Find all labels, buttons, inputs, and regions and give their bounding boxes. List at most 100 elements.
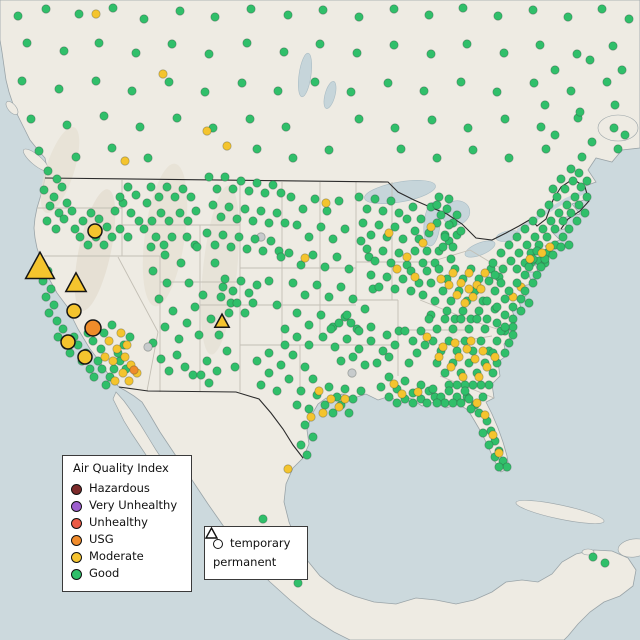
station-marker[interactable] bbox=[300, 420, 310, 430]
station-marker[interactable] bbox=[354, 114, 364, 124]
station-marker[interactable] bbox=[529, 78, 539, 88]
station-marker[interactable] bbox=[354, 344, 364, 354]
station-marker[interactable] bbox=[410, 226, 420, 236]
temporary-station-marker[interactable] bbox=[84, 319, 102, 337]
station-marker[interactable] bbox=[107, 320, 117, 330]
station-marker[interactable] bbox=[334, 196, 344, 206]
station-marker[interactable] bbox=[62, 198, 72, 208]
permanent-station-marker[interactable] bbox=[24, 250, 56, 280]
station-marker[interactable] bbox=[156, 208, 166, 218]
station-marker[interactable] bbox=[17, 76, 27, 86]
station-marker[interactable] bbox=[390, 222, 400, 232]
station-marker[interactable] bbox=[492, 87, 502, 97]
station-marker[interactable] bbox=[175, 208, 185, 218]
station-marker[interactable] bbox=[348, 352, 358, 362]
station-marker[interactable] bbox=[237, 78, 247, 88]
station-marker[interactable] bbox=[386, 258, 396, 268]
station-marker[interactable] bbox=[164, 366, 174, 376]
station-marker[interactable] bbox=[190, 302, 200, 312]
station-marker[interactable] bbox=[424, 10, 434, 20]
station-marker[interactable] bbox=[492, 318, 502, 328]
station-marker[interactable] bbox=[550, 130, 560, 140]
station-marker[interactable] bbox=[107, 143, 117, 153]
station-marker[interactable] bbox=[542, 232, 552, 242]
station-marker[interactable] bbox=[376, 382, 386, 392]
station-marker[interactable] bbox=[462, 344, 472, 354]
station-marker[interactable] bbox=[536, 262, 546, 272]
station-marker[interactable] bbox=[456, 77, 466, 87]
station-marker[interactable] bbox=[384, 228, 394, 238]
station-marker[interactable] bbox=[99, 240, 109, 250]
station-marker[interactable] bbox=[293, 578, 303, 588]
station-marker[interactable] bbox=[482, 314, 492, 324]
station-marker[interactable] bbox=[120, 156, 130, 166]
station-marker[interactable] bbox=[354, 12, 364, 22]
station-marker[interactable] bbox=[336, 356, 346, 366]
station-marker[interactable] bbox=[624, 14, 634, 24]
station-marker[interactable] bbox=[582, 192, 592, 202]
station-marker[interactable] bbox=[182, 232, 192, 242]
station-marker[interactable] bbox=[210, 240, 220, 250]
station-marker[interactable] bbox=[468, 145, 478, 155]
station-marker[interactable] bbox=[408, 398, 418, 408]
station-marker[interactable] bbox=[272, 300, 282, 310]
station-marker[interactable] bbox=[298, 204, 308, 214]
station-marker[interactable] bbox=[370, 194, 380, 204]
station-marker[interactable] bbox=[506, 256, 516, 266]
station-marker[interactable] bbox=[462, 39, 472, 49]
station-marker[interactable] bbox=[476, 284, 486, 294]
station-marker[interactable] bbox=[304, 404, 314, 414]
station-marker[interactable] bbox=[528, 278, 538, 288]
station-marker[interactable] bbox=[346, 87, 356, 97]
station-marker[interactable] bbox=[508, 314, 518, 324]
station-marker[interactable] bbox=[432, 153, 442, 163]
station-marker[interactable] bbox=[162, 278, 172, 288]
station-marker[interactable] bbox=[366, 322, 376, 332]
station-marker[interactable] bbox=[320, 400, 330, 410]
station-marker[interactable] bbox=[528, 5, 538, 15]
station-marker[interactable] bbox=[434, 192, 444, 202]
station-marker[interactable] bbox=[256, 380, 266, 390]
station-marker[interactable] bbox=[324, 292, 334, 302]
station-marker[interactable] bbox=[160, 250, 170, 260]
station-marker[interactable] bbox=[456, 226, 466, 236]
station-marker[interactable] bbox=[484, 276, 494, 286]
station-marker[interactable] bbox=[545, 242, 555, 252]
station-marker[interactable] bbox=[125, 332, 135, 342]
station-marker[interactable] bbox=[597, 4, 607, 14]
station-marker[interactable] bbox=[154, 192, 164, 202]
station-marker[interactable] bbox=[394, 248, 404, 258]
station-marker[interactable] bbox=[131, 190, 141, 200]
station-marker[interactable] bbox=[176, 258, 186, 268]
station-marker[interactable] bbox=[516, 294, 526, 304]
station-marker[interactable] bbox=[316, 222, 326, 232]
station-marker[interactable] bbox=[499, 48, 509, 58]
station-marker[interactable] bbox=[314, 386, 324, 396]
station-marker[interactable] bbox=[252, 280, 262, 290]
station-marker[interactable] bbox=[202, 228, 212, 238]
station-marker[interactable] bbox=[348, 394, 358, 404]
station-marker[interactable] bbox=[342, 334, 352, 344]
station-marker[interactable] bbox=[410, 272, 420, 282]
station-marker[interactable] bbox=[326, 324, 336, 334]
station-marker[interactable] bbox=[398, 274, 408, 284]
station-marker[interactable] bbox=[212, 184, 222, 194]
station-marker[interactable] bbox=[304, 340, 314, 350]
station-marker[interactable] bbox=[558, 216, 568, 226]
station-marker[interactable] bbox=[326, 394, 336, 404]
station-marker[interactable] bbox=[240, 308, 250, 318]
station-marker[interactable] bbox=[99, 111, 109, 121]
station-marker[interactable] bbox=[370, 256, 380, 266]
station-marker[interactable] bbox=[575, 107, 585, 117]
station-marker[interactable] bbox=[514, 248, 524, 258]
station-marker[interactable] bbox=[438, 342, 448, 352]
station-marker[interactable] bbox=[246, 4, 256, 14]
station-marker[interactable] bbox=[202, 356, 212, 366]
station-marker[interactable] bbox=[172, 350, 182, 360]
station-marker[interactable] bbox=[440, 232, 450, 242]
station-marker[interactable] bbox=[508, 292, 518, 302]
station-marker[interactable] bbox=[52, 316, 62, 326]
station-marker[interactable] bbox=[426, 222, 436, 232]
station-marker[interactable] bbox=[198, 290, 208, 300]
station-marker[interactable] bbox=[44, 308, 54, 318]
